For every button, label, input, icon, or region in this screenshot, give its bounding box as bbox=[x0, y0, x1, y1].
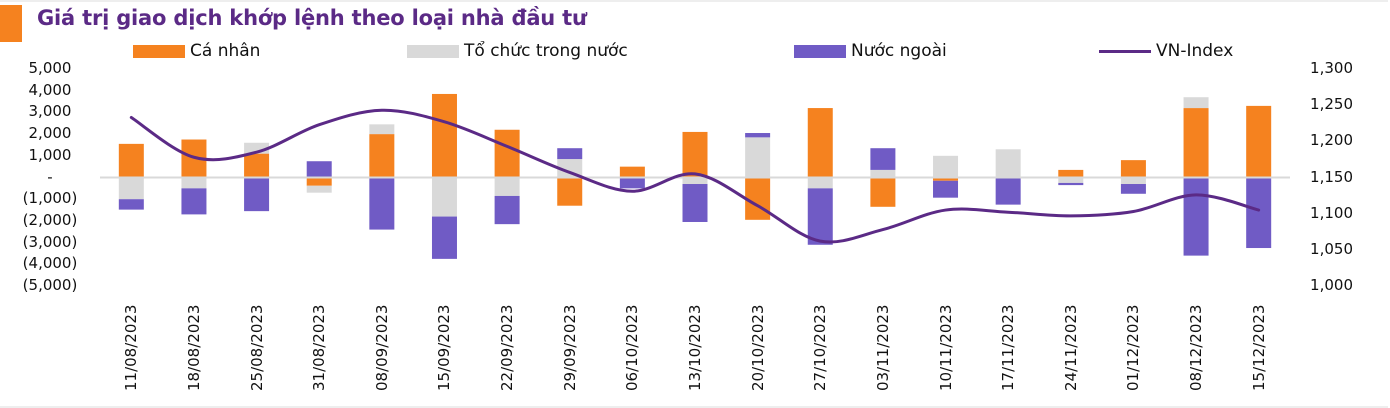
bar-segment bbox=[1120, 177, 1146, 185]
bar-segment bbox=[118, 199, 144, 210]
bar-segment bbox=[807, 177, 833, 189]
bar-segment bbox=[494, 195, 520, 225]
bar-segment bbox=[619, 177, 645, 189]
bar-segment bbox=[118, 177, 144, 200]
bar-segment bbox=[494, 177, 520, 196]
left-axis-tick: (3,000) bbox=[22, 232, 78, 251]
bar-segment bbox=[1183, 177, 1209, 256]
left-axis-tick: 2,000 bbox=[28, 124, 72, 143]
bar-segment bbox=[369, 134, 395, 178]
bar-segment bbox=[807, 108, 833, 178]
legend-swatch-line bbox=[1099, 49, 1151, 53]
bar-segment bbox=[1120, 160, 1146, 178]
bar-segment bbox=[1246, 177, 1272, 249]
bar-segment bbox=[306, 161, 332, 178]
bar-segment bbox=[431, 93, 457, 178]
vn-index-line bbox=[129, 108, 1261, 244]
bar-segment bbox=[745, 177, 771, 220]
legend-swatch-purple bbox=[794, 44, 846, 58]
left-axis-tick: (1,000) bbox=[22, 189, 78, 208]
bar-segment bbox=[1058, 169, 1084, 178]
left-axis-tick: 4,000 bbox=[28, 80, 72, 99]
bar-segment bbox=[870, 169, 896, 178]
bar-segment bbox=[369, 124, 395, 135]
bar-segment bbox=[807, 188, 833, 245]
chart-title: Giá trị giao dịch khớp lệnh theo loại nh… bbox=[37, 6, 587, 30]
left-axis-tick: (5,000) bbox=[22, 276, 78, 294]
bar-segment bbox=[431, 177, 457, 217]
bar-segment bbox=[933, 180, 959, 198]
bar-segment bbox=[431, 216, 457, 259]
legend-label: VN-Index bbox=[1156, 41, 1234, 61]
bar-segment bbox=[557, 159, 583, 178]
legend-item-nuoc-ngoai: Nước ngoài bbox=[794, 41, 947, 61]
title-accent-bar bbox=[0, 5, 22, 42]
bar-segment bbox=[682, 184, 708, 222]
left-axis-tick: - bbox=[47, 167, 53, 186]
bar-segment bbox=[619, 166, 645, 178]
legend-swatch-orange bbox=[133, 44, 185, 58]
left-axis-tick: (2,000) bbox=[22, 210, 78, 229]
right-axis-tick: 1,200 bbox=[1310, 131, 1353, 150]
left-axis-tick: 1,000 bbox=[28, 145, 72, 164]
bar-segment bbox=[870, 177, 896, 207]
right-axis-tick: 1,050 bbox=[1310, 239, 1353, 258]
bar-segment bbox=[1120, 184, 1146, 194]
bar-segment bbox=[682, 131, 708, 178]
bar-segment bbox=[682, 177, 708, 185]
bar-segment bbox=[557, 148, 583, 160]
bar-segment bbox=[306, 177, 332, 186]
bar-segment bbox=[306, 185, 332, 193]
bar-segment bbox=[933, 177, 959, 181]
bar-segment bbox=[870, 148, 896, 170]
bar-segment bbox=[1058, 182, 1084, 186]
bar-segment bbox=[745, 137, 771, 178]
left-axis-tick: (4,000) bbox=[22, 254, 78, 273]
bar-segment bbox=[557, 177, 583, 206]
legend-item-to-chuc-trong-nuoc: Tổ chức trong nước bbox=[407, 41, 628, 61]
legend-label: Cá nhân bbox=[190, 41, 261, 61]
bar-segment bbox=[933, 155, 959, 178]
bar-segment bbox=[494, 129, 520, 178]
right-axis-tick: 1,300 bbox=[1310, 59, 1353, 77]
bar-segment bbox=[995, 177, 1021, 205]
left-axis-tick: 3,000 bbox=[28, 102, 72, 121]
legend: Cá nhân Tổ chức trong nước Nước ngoài VN… bbox=[0, 41, 1390, 67]
bar-segment bbox=[369, 177, 395, 230]
legend-item-ca-nhan: Cá nhân bbox=[133, 41, 260, 61]
bar-segment bbox=[244, 177, 270, 212]
bar-segment bbox=[118, 143, 144, 178]
legend-swatch-gray bbox=[407, 44, 459, 58]
bar-segment bbox=[181, 188, 207, 215]
bar-segment bbox=[1183, 108, 1209, 178]
legend-label: Nước ngoài bbox=[851, 41, 947, 61]
bar-segment bbox=[244, 153, 270, 178]
bar-segment bbox=[1058, 177, 1084, 183]
bar-segment bbox=[745, 133, 771, 138]
bar-segment bbox=[1246, 105, 1272, 178]
right-axis-tick: 1,150 bbox=[1310, 167, 1353, 186]
right-axis-tick: 1,250 bbox=[1310, 95, 1353, 114]
bar-segment bbox=[181, 177, 207, 189]
right-axis-tick: 1,000 bbox=[1310, 276, 1353, 294]
bar-segment bbox=[244, 142, 270, 154]
legend-label: Tổ chức trong nước bbox=[464, 41, 628, 61]
right-axis-tick: 1,100 bbox=[1310, 203, 1353, 222]
bar-segment bbox=[995, 149, 1021, 178]
left-axis-tick: 5,000 bbox=[28, 59, 72, 77]
legend-item-vn-index: VN-Index bbox=[1099, 41, 1233, 61]
bar-segment bbox=[1183, 97, 1209, 109]
